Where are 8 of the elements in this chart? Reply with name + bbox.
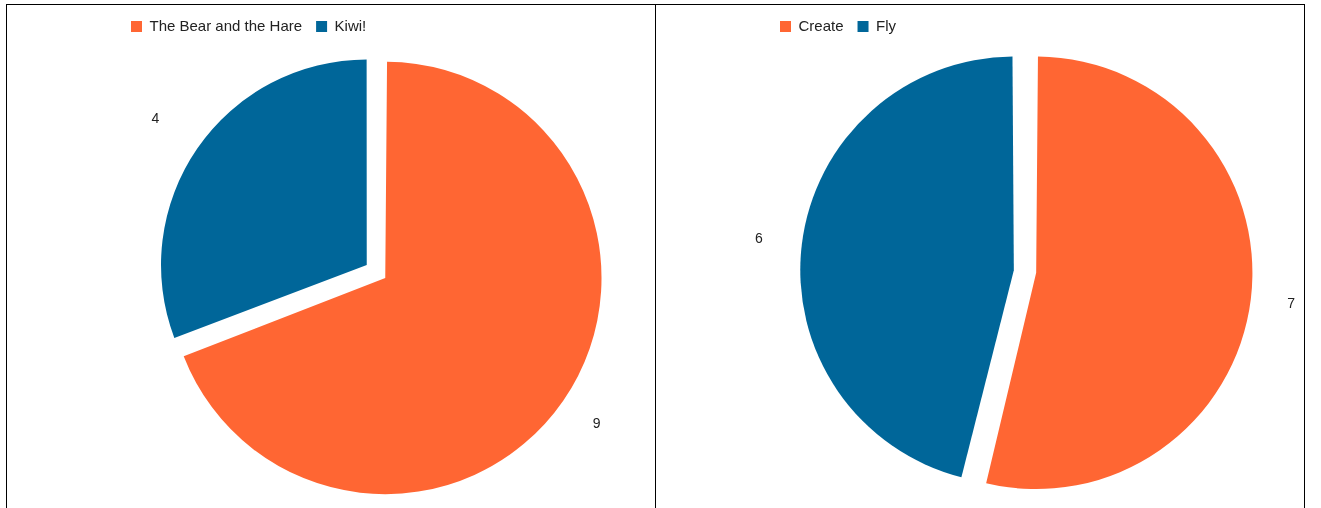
legend-label: Create (798, 16, 844, 34)
data-label: 7 (1287, 294, 1296, 311)
data-label: 6 (755, 230, 764, 247)
data-label: 4 (151, 110, 160, 127)
data-label: 9 (592, 414, 601, 431)
legend-label: The Bear and the Hare (149, 16, 303, 34)
legend-label: Kiwi! (334, 16, 367, 34)
legend-label: Fly (876, 16, 897, 34)
